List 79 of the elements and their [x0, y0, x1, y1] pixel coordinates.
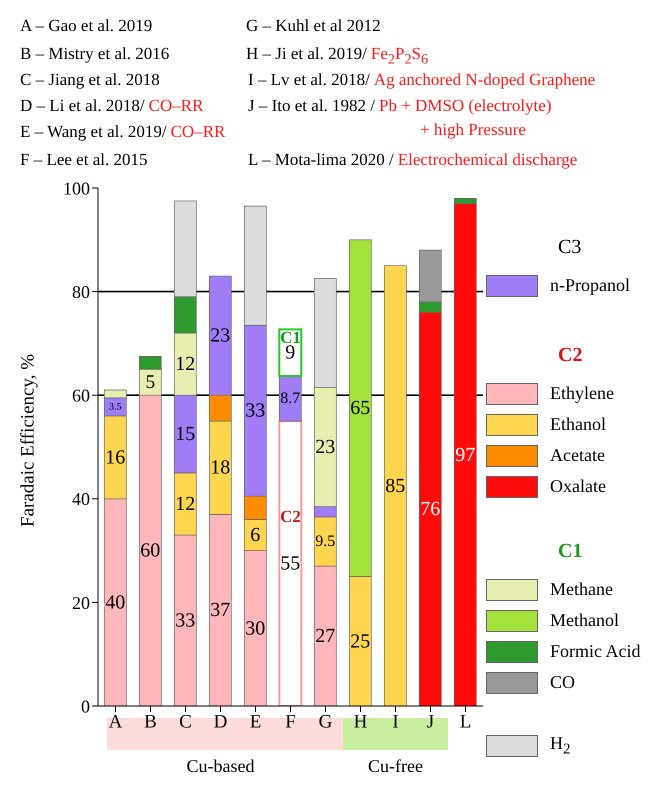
data-label: 25 [350, 630, 370, 652]
data-label: 5 [145, 372, 156, 393]
data-label: 9.5 [315, 533, 336, 550]
data-label: 12 [175, 353, 196, 376]
x-tick-label: I [392, 711, 399, 732]
data-label: 60 [140, 540, 160, 562]
legend-label: Formic Acid [550, 641, 640, 662]
data-label: 97 [455, 444, 476, 466]
text: Ag anchored N-doped Graphene [374, 70, 596, 89]
data-label: 37 [210, 599, 230, 622]
text: Cu-free [367, 756, 424, 777]
bar [278, 420, 302, 706]
text: J – Ito et al. 1982 / [248, 96, 376, 115]
text: G – Kuhl et al 2012 [246, 16, 381, 35]
data-label: 6 [250, 524, 260, 546]
text: B – Mistry et al. 2016 [20, 44, 170, 63]
legend-label: CO [550, 672, 576, 693]
text: Pb + DMSO (electrolyte) [379, 96, 552, 115]
data-label: 12 [175, 492, 196, 515]
text: Fe$_{2}$P$_{2}$S$_{6}$ [370, 44, 428, 68]
text: L – Mota-lima 2020 / [248, 150, 394, 169]
data-label: 27 [315, 625, 336, 648]
data-label: 15 [175, 423, 196, 446]
y-tick-label: 80 [72, 282, 90, 302]
legend-label: Ethylene [550, 383, 614, 404]
text: H – Ji et al. 2019/ [246, 44, 367, 63]
text: C1 [558, 540, 584, 564]
data-label: 23 [315, 436, 336, 458]
data-label: 8.7 [280, 390, 300, 408]
legend-label: Methane [550, 579, 613, 600]
text: A – Gao et al. 2019 [20, 16, 152, 35]
data-label: 33 [175, 610, 196, 632]
text: C – Jiang et al. 2018 [20, 70, 160, 89]
x-tick-label: C [179, 711, 192, 732]
y-tick-label: 20 [72, 592, 90, 613]
data-label: 76 [420, 498, 440, 520]
x-tick-label: F [285, 711, 296, 732]
x-tick-label: D [214, 711, 228, 732]
text: F – Lee et al. 2015 [20, 150, 148, 169]
x-tick-label: J [426, 711, 434, 732]
text: + high Pressure [420, 120, 526, 139]
legend-label: H$_{2}$ [550, 732, 570, 758]
text: C2 [558, 344, 584, 368]
legend-label: Methanol [550, 610, 619, 631]
text: Electrochemical discharge [398, 150, 578, 169]
data-label: 55 [280, 552, 300, 575]
legend-label: Acetate [550, 445, 605, 466]
y-axis-title: Faradaic Efficiency, % [18, 354, 39, 527]
y-tick-label: 40 [72, 489, 90, 510]
data-label: 33 [245, 400, 266, 422]
legend-label: Oxalate [550, 476, 606, 497]
y-tick-label: 0 [81, 696, 90, 716]
text: CO–RR [148, 96, 204, 115]
data-label: 18 [210, 456, 230, 479]
data-label: 16 [105, 446, 126, 468]
x-tick-label: A [108, 711, 123, 732]
text: E – Wang et al. 2019/ [20, 122, 167, 141]
data-label: 40 [105, 591, 126, 614]
x-tick-label: B [144, 711, 157, 732]
data-label: 65 [350, 397, 370, 420]
data-label: 85 [385, 474, 406, 497]
text: C3 [558, 236, 582, 260]
x-tick-label: G [318, 711, 333, 732]
y-tick-label: 100 [63, 178, 90, 198]
text: Cu-based [186, 756, 256, 777]
x-tick-label: E [250, 711, 262, 732]
text: D – Li et al. 2018/ [20, 96, 145, 115]
text: CO–RR [170, 122, 226, 141]
y-tick-label: 60 [72, 386, 90, 406]
bar [384, 265, 407, 706]
x-tick-label: L [460, 711, 472, 732]
text: I – Lv et al. 2018/ [248, 70, 370, 89]
annotation: C2 [279, 506, 302, 527]
data-label: 3.5 [109, 401, 122, 412]
x-tick-label: H [354, 711, 368, 732]
legend-label: Ethanol [550, 414, 606, 435]
data-label: 30 [245, 617, 266, 640]
data-label: 23 [210, 324, 230, 347]
legend-label: n-Propanol [550, 275, 630, 296]
